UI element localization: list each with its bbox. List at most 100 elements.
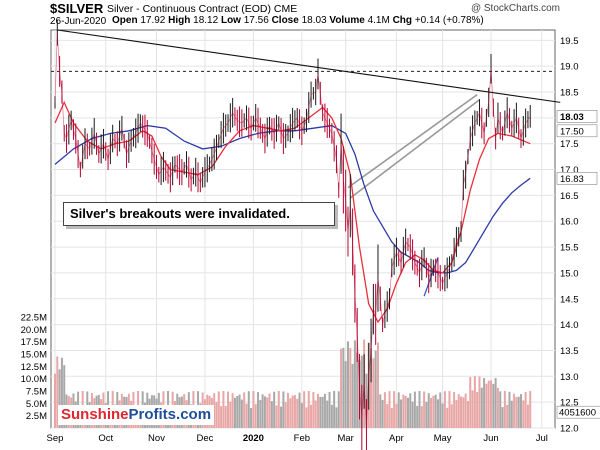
month-label: Mar	[337, 433, 353, 444]
volume-bar	[524, 392, 527, 428]
volume-bar	[300, 402, 303, 428]
volume-bar	[496, 387, 499, 428]
volume-bar	[349, 348, 352, 428]
volume-bar	[388, 391, 391, 428]
volume-bar	[289, 398, 292, 428]
volume-bar	[280, 406, 283, 428]
month-label: Dec	[197, 433, 214, 444]
volume-tick-label: 12.5M	[21, 362, 47, 373]
volume-bar	[60, 357, 63, 428]
volume-bar	[56, 356, 59, 428]
open-label: Open	[112, 15, 138, 26]
volume-bar	[222, 390, 225, 428]
volume-bar	[390, 408, 393, 428]
volume-tag: 4051600	[559, 408, 596, 419]
volume-bar	[310, 404, 313, 428]
price-tick-label: 14.5	[560, 294, 579, 305]
volume-bar	[275, 405, 278, 428]
price-tick-label: 17.5	[560, 139, 579, 150]
volume-bar	[321, 396, 324, 428]
month-label: Sep	[47, 433, 64, 444]
volume-bar	[240, 399, 243, 428]
volume-bar	[487, 380, 490, 428]
price-tick-label: 15.5	[560, 243, 579, 254]
volume-bar	[455, 400, 458, 428]
volume-bar	[229, 401, 232, 428]
volume-bar	[448, 391, 451, 428]
chart-date: 26-Jun-2020	[50, 16, 107, 27]
price-tick-label: 13.0	[560, 372, 579, 383]
ma-long-tag-box	[556, 172, 598, 185]
ma-long-tag: 16.83	[560, 174, 584, 185]
volume-bar	[432, 395, 435, 428]
low-value: 17.56	[243, 15, 269, 26]
volume-bar	[312, 391, 315, 428]
month-label: Feb	[294, 433, 310, 444]
volume-bar	[529, 391, 532, 428]
volume-bar	[326, 400, 329, 428]
volume-bar	[233, 397, 236, 428]
month-label: Jul	[536, 433, 548, 444]
volume-bar	[335, 407, 338, 428]
volume-bar	[441, 403, 444, 428]
volume-bar	[386, 404, 389, 428]
month-label: May	[434, 433, 452, 444]
volume-bar	[342, 347, 345, 428]
volume-bar	[476, 392, 479, 428]
close-price-tag-box	[556, 110, 598, 123]
volume-bar	[517, 396, 520, 428]
volume-bar	[243, 392, 246, 428]
volume-bar	[291, 395, 294, 428]
plot-frame	[50, 29, 556, 429]
volume-bar	[247, 391, 250, 428]
volume-bar	[460, 396, 463, 428]
volume-bar	[287, 392, 290, 428]
volume-label: Volume	[329, 15, 365, 26]
volume-bar	[238, 394, 241, 428]
volume-bar	[526, 404, 529, 428]
volume-bar	[245, 403, 248, 428]
volume-bar	[469, 376, 472, 428]
volume-bar	[395, 403, 398, 428]
volume-bar	[282, 391, 285, 428]
volume-bar	[261, 394, 264, 428]
price-tick-label: 15.0	[560, 268, 579, 279]
volume-bar	[370, 348, 373, 428]
volume-bar	[63, 365, 66, 428]
volume-bar	[397, 392, 400, 428]
volume-bar	[436, 399, 439, 428]
high-label: High	[168, 15, 191, 26]
volume-bar	[423, 391, 426, 428]
volume-bar	[356, 352, 359, 428]
volume-tag-box	[556, 405, 600, 419]
volume-bar	[513, 393, 516, 428]
low-label: Low	[220, 15, 241, 26]
volume-bar	[418, 390, 421, 428]
volume-bar	[464, 393, 467, 428]
volume-bar	[425, 401, 428, 428]
volume-value: 4.1M	[367, 15, 390, 26]
volume-bar	[485, 383, 488, 428]
stockcharts-credit: @ StockCharts.com	[470, 3, 560, 14]
volume-bar	[490, 380, 493, 428]
ma-short-tag: 17.50	[560, 126, 584, 137]
volume-bar	[303, 391, 306, 428]
volume-bar	[259, 399, 262, 428]
close-price-tag: 18.03	[560, 112, 584, 123]
price-tick-label: 16.5	[560, 191, 579, 202]
volume-tick-label: 7.5M	[26, 386, 47, 397]
volume-bar	[393, 391, 396, 428]
volume-bar	[374, 350, 377, 428]
volume-bar	[277, 390, 280, 428]
volume-bar	[372, 358, 375, 428]
open-value: 17.92	[140, 15, 166, 26]
price-line	[54, 32, 531, 429]
volume-bar	[314, 400, 317, 428]
volume-bar	[217, 391, 220, 428]
price-tick-label: 12.5	[560, 398, 579, 409]
volume-bar	[480, 387, 483, 428]
volume-bar	[293, 395, 296, 428]
volume-bar	[416, 405, 419, 428]
chg-value: +0.14 (+0.78%)	[414, 15, 484, 26]
